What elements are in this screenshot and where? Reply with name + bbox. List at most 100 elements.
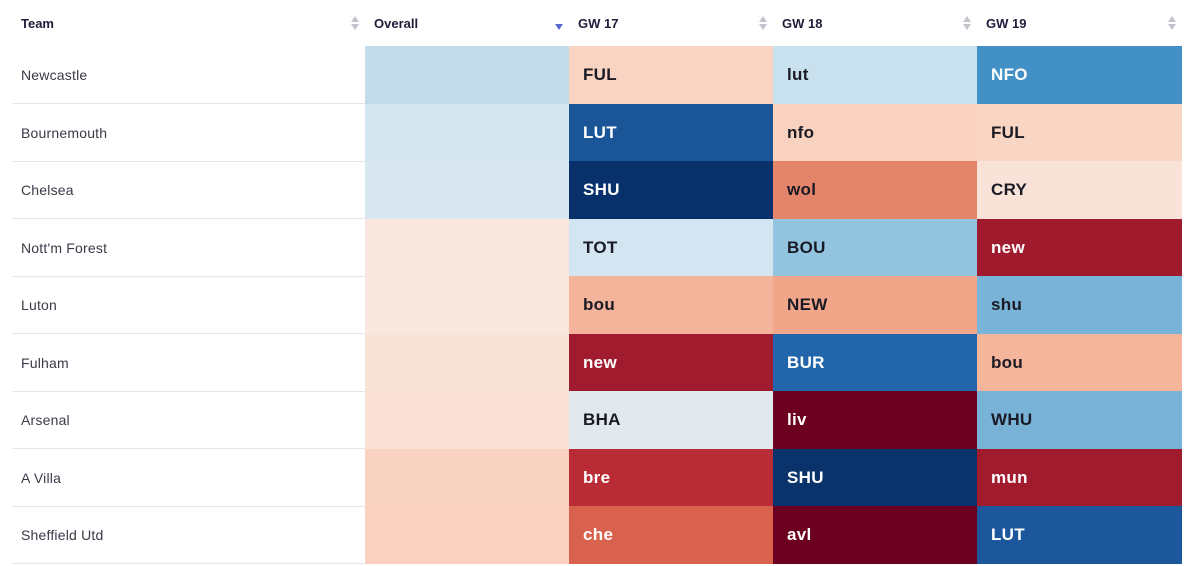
fixture-cell-gw19: CRY [977, 161, 1182, 219]
team-cell: Chelsea [12, 161, 365, 219]
column-header-label: GW 18 [782, 16, 823, 31]
fixture-cell-gw19: mun [977, 448, 1182, 506]
opponent-label: wol [787, 180, 817, 199]
opponent-label: LUT [991, 525, 1025, 544]
table-row: A Villa bre SHU mun [12, 448, 1182, 507]
table-row: Newcastle FUL lut NFO [12, 46, 1182, 104]
team-cell: Nott'm Forest [12, 219, 365, 277]
team-cell: Newcastle [12, 46, 365, 104]
team-cell: Arsenal [12, 391, 365, 449]
overall-difficulty-cell [365, 46, 569, 104]
opponent-label: new [991, 237, 1025, 257]
fixture-cell-gw19: NFO [977, 46, 1182, 104]
overall-difficulty-cell [365, 276, 569, 334]
opponent-label: SHU [583, 180, 620, 199]
fixture-cell-gw17: SHU [569, 161, 773, 219]
team-cell: Bournemouth [12, 104, 365, 162]
column-header-overall[interactable]: Overall [365, 0, 569, 46]
opponent-label: TOT [583, 237, 618, 257]
fixture-difficulty-table: Team Overall GW 17 GW 18 GW 19 Newcastle… [12, 0, 1182, 564]
opponent-label: liv [787, 410, 807, 429]
overall-difficulty-cell [365, 161, 569, 219]
opponent-label: bou [583, 295, 616, 314]
fixture-cell-gw18: BUR [773, 333, 977, 391]
team-name: Sheffield Utd [21, 527, 104, 543]
overall-difficulty-cell [365, 333, 569, 391]
team-cell: A Villa [12, 449, 365, 507]
opponent-label: NEW [787, 295, 828, 314]
fixture-cell-gw18: SHU [773, 448, 977, 506]
opponent-label: nfo [787, 122, 815, 142]
overall-difficulty-cell [365, 218, 569, 276]
fixture-cell-gw18: liv [773, 391, 977, 449]
overall-difficulty-cell [365, 506, 569, 564]
fixture-cell-gw19: WHU [977, 391, 1182, 449]
fixture-cell-gw18: wol [773, 161, 977, 219]
team-cell: Fulham [12, 334, 365, 392]
column-header-label: Team [21, 16, 54, 31]
column-header-team[interactable]: Team [12, 0, 365, 46]
fixture-cell-gw19: shu [977, 276, 1182, 334]
opponent-label: CRY [991, 180, 1028, 199]
sort-icon[interactable] [963, 16, 971, 32]
opponent-label: BUR [787, 352, 825, 372]
fixture-cell-gw19: FUL [977, 103, 1182, 161]
column-header-gw18[interactable]: GW 18 [773, 0, 977, 46]
fixture-cell-gw19: LUT [977, 506, 1182, 564]
team-name: Fulham [21, 354, 69, 371]
opponent-label: bou [991, 352, 1024, 372]
opponent-label: BOU [787, 237, 826, 257]
sort-icon[interactable] [351, 16, 359, 32]
table-body: Newcastle FUL lut NFO Bournemouth LUT nfo FUL Ch… [12, 46, 1182, 564]
table-row: Nott'm Forest TOT BOU new [12, 218, 1182, 277]
overall-difficulty-cell [365, 391, 569, 449]
fixture-cell-gw17: new [569, 333, 773, 391]
sort-icon[interactable] [759, 16, 767, 32]
opponent-label: mun [991, 467, 1028, 487]
fixture-cell-gw17: bre [569, 448, 773, 506]
opponent-label: FUL [991, 122, 1025, 142]
team-name: A Villa [21, 469, 62, 486]
table-row: Bournemouth LUT nfo FUL [12, 103, 1182, 162]
opponent-label: lut [787, 65, 809, 84]
column-header-label: GW 19 [986, 16, 1027, 31]
table-row: Fulham new BUR bou [12, 333, 1182, 392]
fixture-cell-gw17: LUT [569, 103, 773, 161]
opponent-label: LUT [583, 122, 617, 142]
fixture-cell-gw18: lut [773, 46, 977, 104]
fixture-cell-gw19: new [977, 218, 1182, 276]
table-row: Arsenal BHA liv WHU [12, 391, 1182, 449]
overall-difficulty-cell [365, 103, 569, 161]
column-header-gw17[interactable]: GW 17 [569, 0, 773, 46]
opponent-label: WHU [991, 410, 1033, 429]
column-header-gw19[interactable]: GW 19 [977, 0, 1182, 46]
opponent-label: NFO [991, 65, 1028, 84]
opponent-label: BHA [583, 410, 621, 429]
fixture-cell-gw17: TOT [569, 218, 773, 276]
table-row: Luton bou NEW shu [12, 276, 1182, 334]
table-row: Sheffield Utd che avl LUT [12, 506, 1182, 564]
fixture-cell-gw17: bou [569, 276, 773, 334]
table-header: Team Overall GW 17 GW 18 GW 19 [12, 0, 1182, 46]
opponent-label: new [583, 352, 617, 372]
team-name: Newcastle [21, 67, 88, 83]
opponent-label: SHU [787, 467, 824, 487]
team-cell: Luton [12, 276, 365, 334]
sort-icon[interactable] [1168, 16, 1176, 32]
fixture-cell-gw17: BHA [569, 391, 773, 449]
team-name: Arsenal [21, 412, 70, 428]
column-header-label: GW 17 [578, 16, 619, 31]
team-name: Luton [21, 297, 58, 313]
fixture-cell-gw18: NEW [773, 276, 977, 334]
team-name: Bournemouth [21, 124, 108, 141]
opponent-label: avl [787, 525, 812, 544]
fixture-cell-gw17: FUL [569, 46, 773, 104]
sort-descending-icon[interactable] [555, 16, 563, 32]
team-name: Chelsea [21, 182, 74, 198]
column-header-label: Overall [374, 16, 419, 31]
fixture-cell-gw18: nfo [773, 103, 977, 161]
team-name: Nott'm Forest [21, 239, 108, 256]
fixture-cell-gw18: avl [773, 506, 977, 564]
team-cell: Sheffield Utd [12, 506, 365, 564]
table-row: Chelsea SHU wol CRY [12, 161, 1182, 219]
